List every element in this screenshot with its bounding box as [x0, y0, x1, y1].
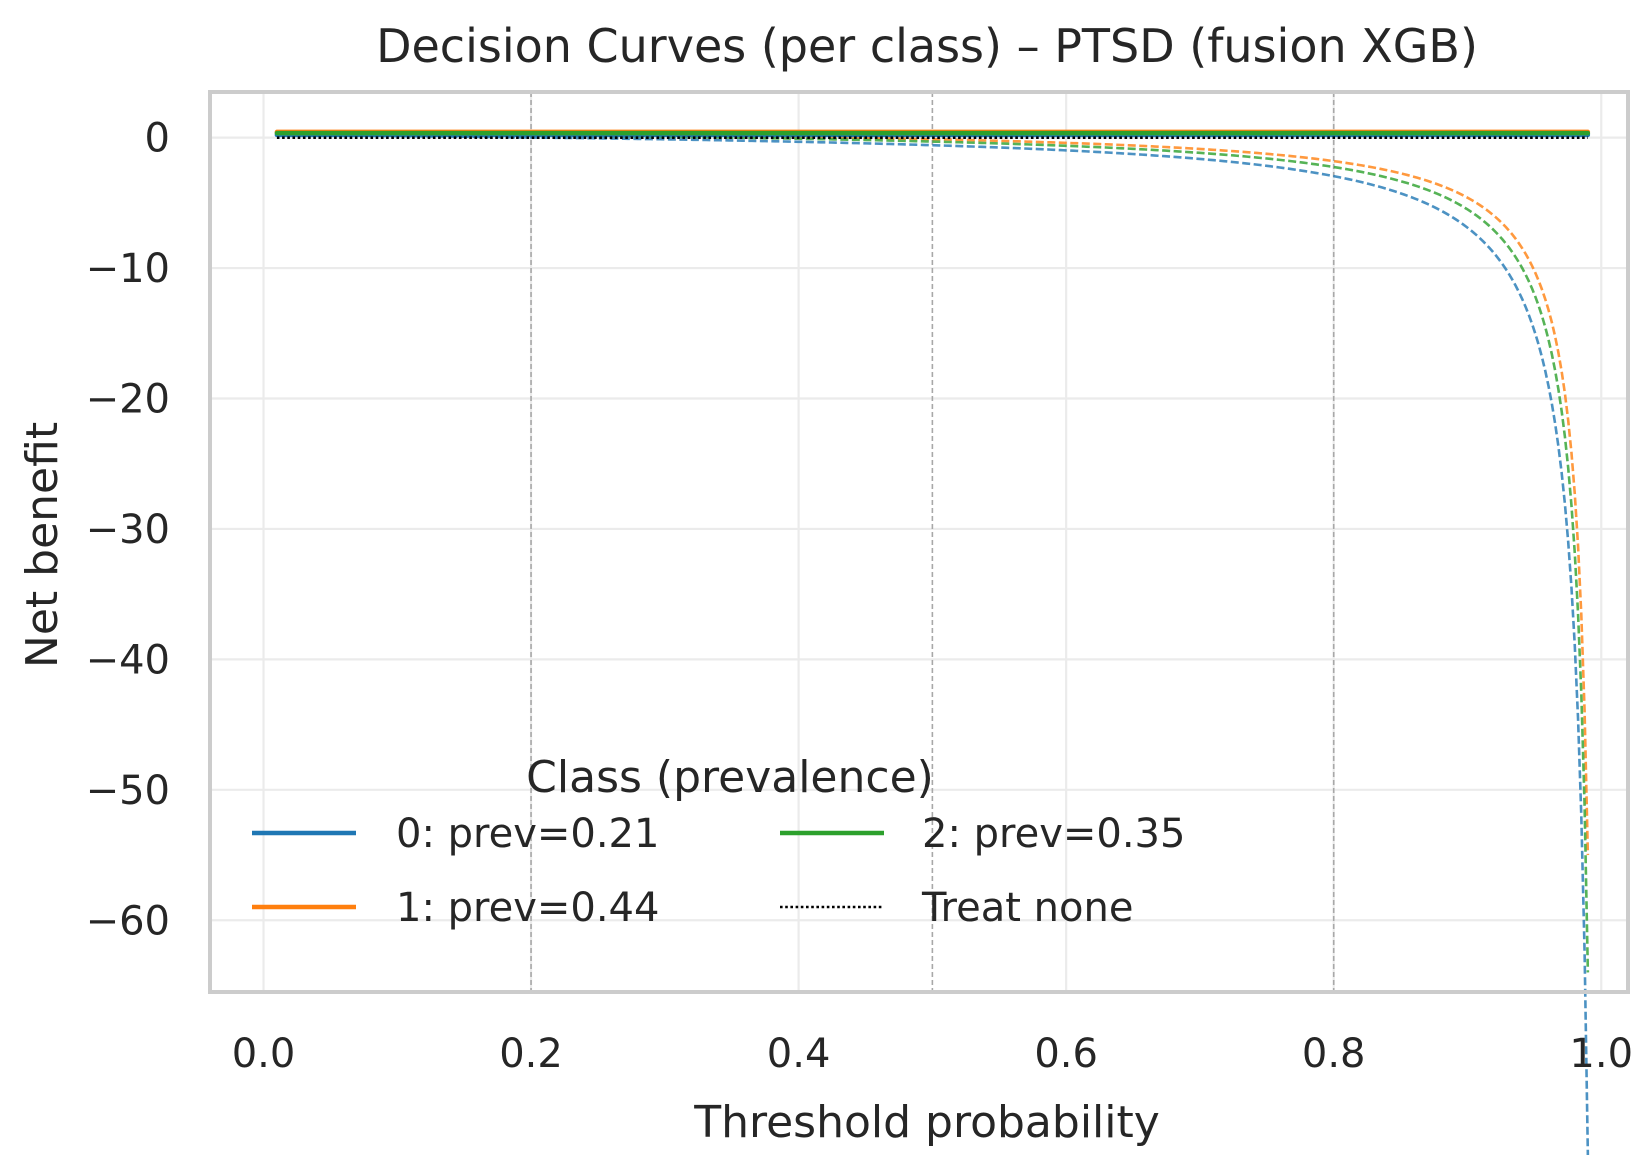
chart-title: Decision Curves (per class) – PTSD (fusi…	[376, 19, 1478, 73]
x-tick-label: 0.2	[499, 1031, 563, 1077]
legend: Class (prevalence) 0: prev=0.21 1: prev=0.…	[252, 752, 1185, 931]
y-tick-label: −30	[86, 507, 170, 553]
legend-title: Class (prevalence)	[526, 752, 934, 803]
x-axis-label: Threshold probability	[693, 1097, 1160, 1148]
y-tick-label: −10	[86, 246, 170, 292]
legend-label: 0: prev=0.21	[396, 811, 659, 857]
y-tick-label: −50	[86, 768, 170, 814]
legend-label: 2: prev=0.35	[922, 811, 1185, 857]
x-tick-label: 0.8	[1302, 1031, 1366, 1077]
x-tick-label: 0.0	[232, 1031, 296, 1077]
y-tick-label: −40	[86, 637, 170, 683]
x-tick-label: 0.4	[767, 1031, 831, 1077]
legend-label: Treat none	[921, 885, 1133, 931]
plot-area: 0.0 0.2 0.4 0.6 0.8 1.0 0 −10 −20 −30 −40 −50 −60	[86, 90, 1633, 1156]
y-tick-label: 0	[145, 116, 170, 162]
legend-label: 1: prev=0.44	[396, 885, 659, 931]
y-tick-label: −20	[86, 377, 170, 423]
y-tick-label: −60	[86, 898, 170, 944]
x-tick-label: 0.6	[1034, 1031, 1098, 1077]
y-axis-label: Net benefit	[17, 422, 68, 668]
x-tick-label: 1.0	[1569, 1031, 1633, 1077]
axes-frame	[208, 90, 1630, 994]
